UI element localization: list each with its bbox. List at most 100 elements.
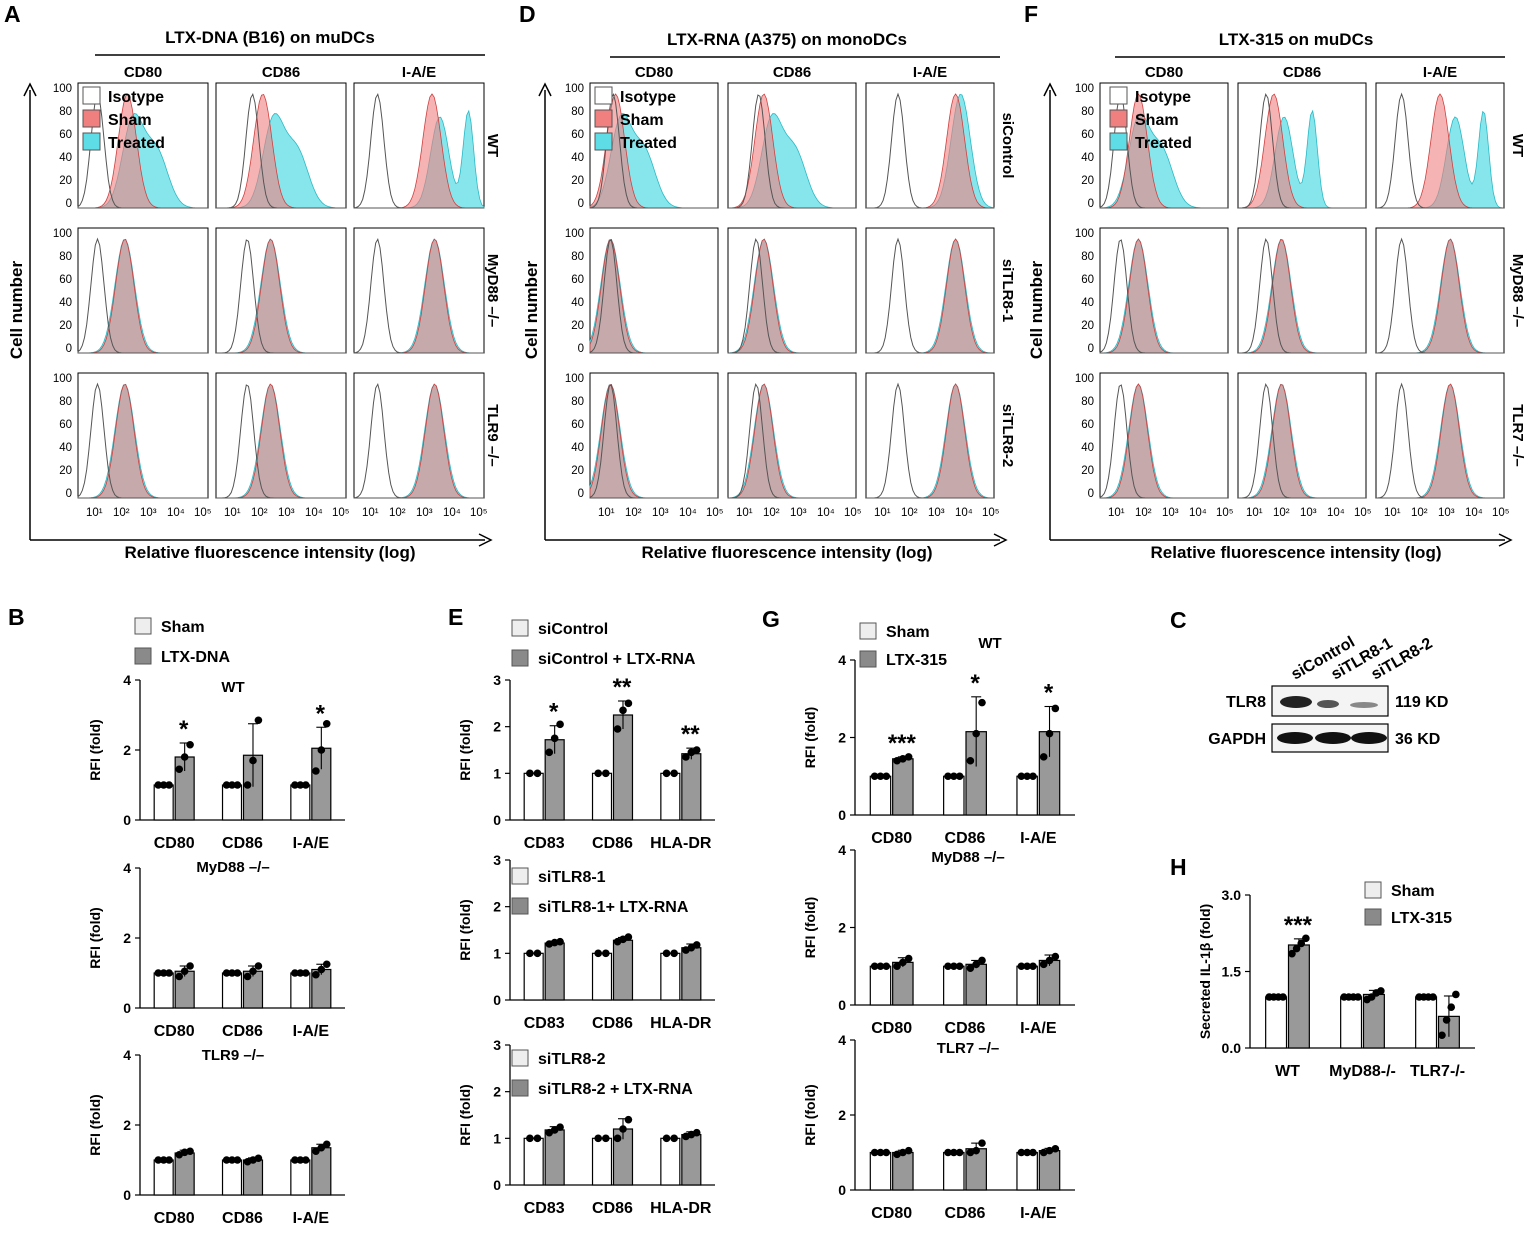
isotype-histogram <box>77 237 208 354</box>
data-point <box>243 972 252 981</box>
y-axis-arrow <box>1043 82 1057 97</box>
panel-letter: E <box>448 604 463 630</box>
x-tick-label: 10¹ <box>1108 507 1125 519</box>
data-point <box>944 1148 952 1157</box>
isotype-histogram <box>353 237 484 354</box>
data-point <box>1017 962 1026 971</box>
significance-mark: * <box>549 699 559 726</box>
sham-bar <box>660 952 681 1001</box>
flow-title: LTX-RNA (A375) on monoDCs <box>667 30 907 49</box>
data-point <box>301 969 310 977</box>
legend-swatch <box>594 86 613 105</box>
y-axis-arrow <box>23 82 37 97</box>
y-tick-label: 60 <box>1081 419 1094 431</box>
y-tick-label: 4 <box>838 1032 846 1048</box>
y-tick-label: 80 <box>571 396 584 408</box>
x-tick-label: 10¹ <box>736 507 753 519</box>
legend-label: Sham <box>161 619 205 636</box>
histogram-cell <box>77 227 209 354</box>
significance-mark: ** <box>613 674 632 701</box>
data-point <box>1051 704 1060 713</box>
sham-bar <box>591 952 613 1001</box>
data-point <box>1377 987 1385 995</box>
significance-mark: *** <box>1284 912 1313 939</box>
sham-bar <box>591 1137 613 1186</box>
data-point <box>180 753 189 761</box>
data-point <box>233 969 242 977</box>
legend-swatch <box>134 617 152 635</box>
legend-label: siControl + LTX-RNA <box>538 651 696 668</box>
data-point <box>180 967 189 976</box>
sham-bar <box>943 775 965 816</box>
histogram-cell <box>215 372 347 499</box>
histogram-cell <box>865 227 995 354</box>
x-tick-label: 10³ <box>790 507 807 519</box>
y-tick-label: 2 <box>123 1117 131 1133</box>
data-point <box>186 962 194 970</box>
y-tick-label: 20 <box>1081 465 1094 477</box>
y-tick-label: 3.0 <box>1222 887 1242 903</box>
y-tick-label: 0 <box>493 1177 501 1193</box>
histogram-cell <box>1237 227 1367 354</box>
histogram-cell <box>1099 227 1229 354</box>
bar-subplot: 0 2 4 RFI (fold) CD80 CD86 I-A/E MyD88 –/– <box>87 859 345 1040</box>
x-tick-label: CD83 <box>524 1200 565 1217</box>
row-label: WT <box>1509 134 1526 157</box>
data-point <box>556 937 564 946</box>
flow-d-panel: D LTX-RNA (A375) on monoDCs Cell number Rel… <box>519 1 1016 562</box>
bar-subplot: 0 2 4 RFI (fold) CD80 CD86 I-A/E MyD88 –/– <box>802 842 1075 1037</box>
data-point <box>254 962 263 970</box>
data-point <box>904 1146 913 1155</box>
y-tick-label: 1 <box>493 945 501 961</box>
x-tick-label: 10⁴ <box>955 507 973 519</box>
x-tick-label: 10⁵ <box>1216 507 1234 519</box>
data-point <box>1051 1144 1060 1153</box>
bar-subplot: 0 1 2 3 RFI (fold) CD83 * CD86 ** HLA-DR ** siContr… <box>457 619 715 852</box>
data-point <box>619 706 627 715</box>
x-tick-label: 10¹ <box>598 507 615 519</box>
isotype-histogram <box>1375 382 1504 499</box>
data-point <box>175 765 184 774</box>
x-tick-label: 10³ <box>1162 507 1179 519</box>
x-tick-label: 10² <box>1273 507 1290 519</box>
sham-bar <box>221 972 243 1009</box>
x-tick-label: MyD88-/- <box>1329 1063 1396 1080</box>
tlr8-band <box>1317 700 1339 708</box>
panel-letter: G <box>762 606 780 632</box>
data-point <box>594 949 603 958</box>
y-tick-label: 60 <box>59 419 72 431</box>
row-label: siTLR8-2 <box>999 404 1016 467</box>
x-tick-label: 10⁵ <box>332 507 350 519</box>
x-tick-label: 10² <box>389 507 406 519</box>
histogram-cell <box>215 227 347 354</box>
data-point <box>899 755 907 763</box>
treated-bar <box>174 1152 195 1196</box>
band-size: 36 KD <box>1395 731 1440 748</box>
histogram-cell <box>215 82 347 209</box>
data-point <box>978 1139 986 1147</box>
data-point <box>1023 1148 1031 1157</box>
x-tick-label: 10¹ <box>362 507 379 519</box>
data-point <box>526 769 534 778</box>
y-tick-label: 100 <box>53 373 72 385</box>
y-axis-label: RFI (fold) <box>457 1084 473 1145</box>
isotype-histogram <box>216 384 346 499</box>
histogram-cell <box>865 372 995 499</box>
legend-label: LTX-315 <box>1391 910 1452 927</box>
x-tick-label: 10² <box>763 507 780 519</box>
x-tick-label: HLA-DR <box>650 835 712 852</box>
legend-label: Sham <box>1391 883 1435 900</box>
y-tick-label: 0 <box>838 1182 846 1198</box>
data-point <box>228 781 236 789</box>
y-tick-label: 4 <box>123 860 131 876</box>
data-point <box>670 949 678 958</box>
y-tick-label: 0 <box>578 343 584 355</box>
histogram-cell <box>727 82 857 209</box>
sham-bar <box>290 784 311 821</box>
data-point <box>1279 993 1287 1001</box>
x-tick-label: 10⁴ <box>817 507 835 519</box>
data-point <box>602 1134 610 1143</box>
data-point <box>249 967 257 976</box>
data-point <box>1288 949 1296 958</box>
